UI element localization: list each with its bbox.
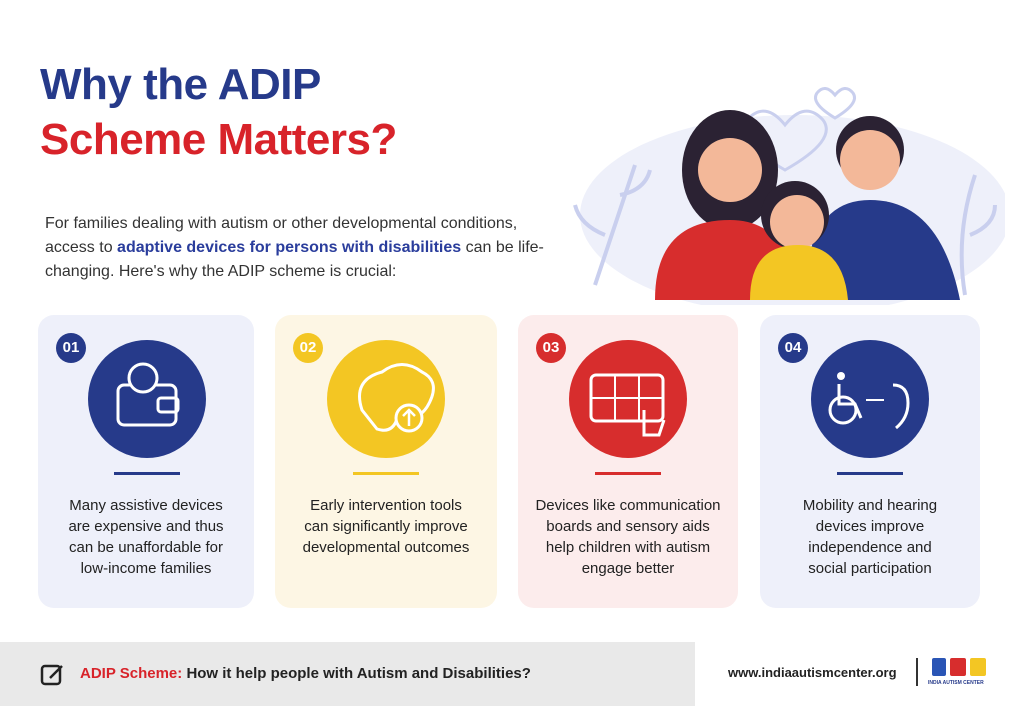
footer-bar: ADIP Scheme: How it help people with Aut… bbox=[0, 642, 695, 706]
card-text: Mobility and hearing devices improve indep… bbox=[760, 495, 980, 579]
footer-text: How it help people with Autism and Disab… bbox=[186, 665, 531, 682]
card: 01 Many assistive devices are expensive a… bbox=[38, 315, 254, 608]
icon bbox=[327, 340, 445, 458]
card-line: Mobility and hearing bbox=[802, 497, 938, 514]
intro-highlight: adaptive devices for persons with disabi… bbox=[117, 239, 462, 256]
divider bbox=[595, 472, 661, 475]
card-line: developmental outcomes bbox=[302, 539, 470, 556]
card-number: 04 bbox=[778, 333, 808, 363]
card-line: social participation bbox=[808, 560, 932, 577]
family-illustration bbox=[573, 87, 1005, 305]
card: 04 Mobility and hearing devices improve in… bbox=[760, 315, 980, 608]
card-number: 03 bbox=[536, 333, 566, 363]
card: 03 Devices like communication boards and … bbox=[518, 315, 738, 608]
divider bbox=[837, 472, 903, 475]
divider bbox=[114, 472, 180, 475]
card-line: can significantly improve bbox=[304, 518, 468, 535]
card-line: are expensive and thus bbox=[68, 518, 224, 535]
card-line: engage better bbox=[581, 560, 675, 577]
card-line: low-income families bbox=[80, 560, 212, 577]
board-icon bbox=[589, 373, 666, 437]
card-line: independence and bbox=[808, 539, 932, 556]
icon bbox=[811, 340, 929, 458]
logo bbox=[932, 658, 986, 676]
brain-icon bbox=[358, 363, 435, 433]
mobility-icon bbox=[828, 372, 910, 430]
footer-caption: ADIP Scheme: How it help people with Aut… bbox=[80, 665, 531, 682]
card-text: Early intervention tools can significantl… bbox=[275, 495, 497, 558]
card: 02 Early intervention tools can significa… bbox=[275, 315, 497, 608]
intro-text: can be life-changing. Here's why the ADI… bbox=[45, 239, 544, 280]
separator bbox=[916, 658, 918, 686]
card-number: 02 bbox=[293, 333, 323, 363]
title-line2: Scheme Matters? bbox=[40, 115, 397, 164]
card-line: Early intervention tools bbox=[310, 497, 462, 514]
icon bbox=[569, 340, 687, 458]
logo-text: INDIA AUTISM CENTER bbox=[928, 680, 984, 686]
intro: For families dealing with autism or othe… bbox=[45, 212, 545, 284]
icon bbox=[88, 340, 206, 458]
title-line1: Why the ADIP bbox=[40, 60, 321, 109]
card-line: devices improve bbox=[815, 518, 925, 535]
footer-label: ADIP Scheme: bbox=[80, 665, 183, 682]
card-text: Devices like communication boards and sen… bbox=[518, 495, 738, 579]
card-number: 01 bbox=[56, 333, 86, 363]
card-line: can be unaffordable for bbox=[68, 539, 223, 556]
wallet-icon bbox=[116, 362, 180, 427]
card-text: Many assistive devices are expensive and … bbox=[38, 495, 254, 579]
card-line: boards and sensory aids bbox=[546, 518, 710, 535]
card-line: help children with autism bbox=[545, 539, 711, 556]
edit-icon bbox=[40, 664, 63, 686]
divider bbox=[353, 472, 419, 475]
card-line: Many assistive devices bbox=[69, 497, 223, 514]
footer-url[interactable]: www.indiaautismcenter.org bbox=[728, 665, 897, 680]
intro-text: For families dealing with autism or othe… bbox=[45, 215, 518, 256]
card-line: Devices like communication bbox=[535, 497, 721, 514]
